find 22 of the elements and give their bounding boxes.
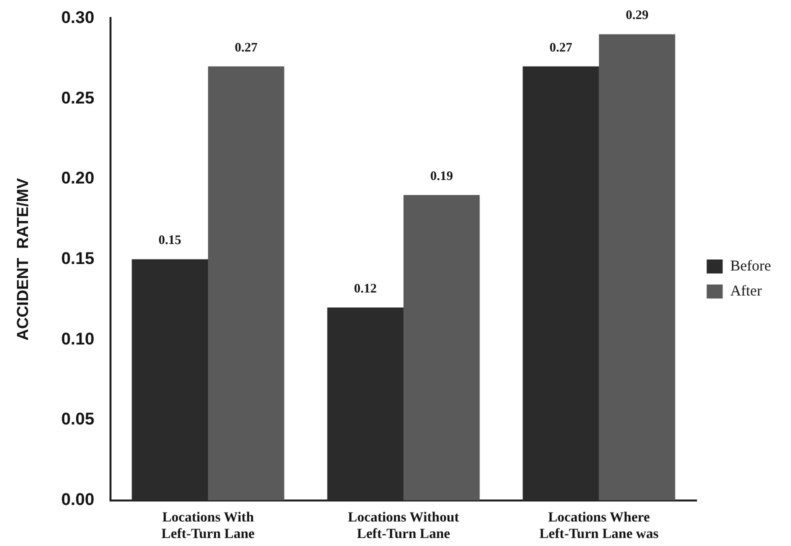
- y-tick-label: 0.10: [61, 329, 94, 348]
- data-label: 0.29: [626, 7, 649, 22]
- y-tick-label: 0.20: [61, 168, 94, 188]
- x-tick-label: Locations Without Left-Turn Lane: [348, 510, 460, 542]
- y-axis-title: ACCIDENT RATE/MV: [15, 178, 32, 340]
- legend-label: After: [730, 283, 762, 300]
- y-tick-label: 0.25: [61, 88, 94, 108]
- data-label: 0.27: [234, 39, 258, 54]
- x-tick-label: Locations Where Left-Turn Lane was: [539, 510, 660, 542]
- y-tick-label: 0.30: [61, 8, 94, 27]
- bar: [403, 195, 480, 500]
- y-tick-label: 0.00: [61, 490, 94, 510]
- legend-label: Before: [730, 258, 772, 274]
- data-label: 0.19: [430, 168, 454, 183]
- x-tick-label: Locations With Left-Turn Lane: [161, 510, 255, 542]
- data-label: 0.27: [549, 39, 573, 54]
- y-tick-label: 0.15: [61, 248, 94, 268]
- y-tick-label: 0.05: [61, 410, 94, 429]
- bar: [208, 66, 284, 500]
- bar: [598, 34, 676, 500]
- data-label: 0.12: [354, 280, 377, 296]
- data-label: 0.15: [158, 232, 182, 248]
